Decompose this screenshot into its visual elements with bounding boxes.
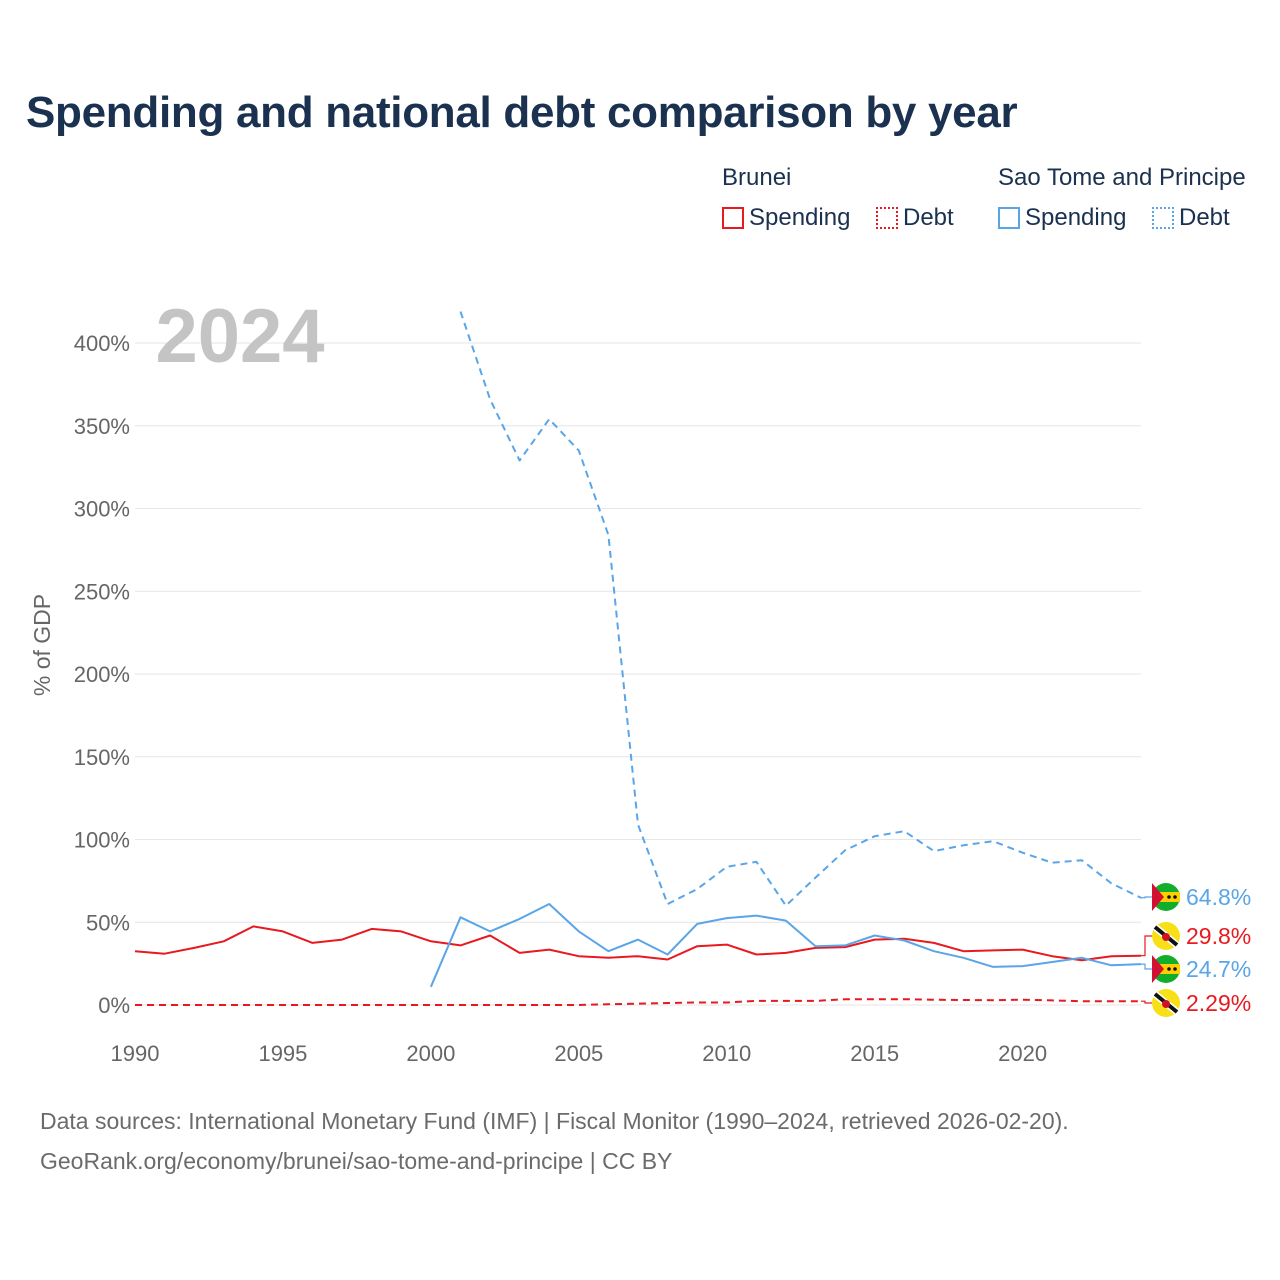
legend-label: Debt — [1179, 204, 1230, 231]
brunei-flag-icon — [1152, 989, 1180, 1017]
legend-stp-title: Sao Tome and Principe — [998, 164, 1246, 191]
legend-swatch-dotted — [876, 207, 898, 229]
series-line-3 — [459, 311, 1142, 907]
sao-tome-flag-icon — [1152, 883, 1180, 911]
x-axis: 1990 1995 2000 2005 2010 2015 2020 — [111, 1041, 1048, 1066]
y-tick-label: 250% — [74, 579, 130, 604]
end-connector — [1141, 1000, 1152, 1004]
y-axis-label: % of GDP — [29, 594, 55, 696]
end-connector — [1141, 935, 1152, 957]
legend-stp-spending[interactable]: Spending — [998, 204, 1126, 232]
y-tick-label: 150% — [74, 745, 130, 770]
brunei-flag-icon — [1152, 922, 1180, 950]
series-lines — [134, 311, 1142, 1006]
y-tick-label: 100% — [74, 828, 130, 853]
y-axis: 0% 50% 100% 150% 200% 250% 300% 350% 400% — [74, 331, 130, 1018]
legend-brunei-title: Brunei — [722, 164, 792, 191]
grid — [135, 342, 1141, 1006]
end-value-label: 24.7% — [1186, 956, 1251, 982]
x-tick-label: 1990 — [111, 1041, 160, 1066]
y-tick-label: 300% — [74, 497, 130, 522]
y-tick-label: 0% — [98, 993, 130, 1018]
end-connector — [1141, 963, 1152, 970]
end-markers: 29.8% 2.29% 24.7% 64.8% — [1141, 883, 1251, 1017]
series-line-1 — [135, 998, 1141, 1006]
x-tick-label: 1995 — [258, 1041, 307, 1066]
y-tick-label: 400% — [74, 331, 130, 356]
legend-brunei-debt[interactable]: Debt — [876, 204, 954, 232]
legend-label: Debt — [903, 204, 954, 231]
legend-label: Spending — [1025, 204, 1127, 231]
legend-stp-debt[interactable]: Debt — [1152, 204, 1230, 232]
series-line-2 — [429, 903, 1142, 988]
year-overlay: 2024 — [155, 294, 324, 379]
sao-tome-flag-icon — [1152, 955, 1180, 983]
legend-swatch-solid — [998, 207, 1020, 229]
x-tick-label: 2000 — [406, 1041, 455, 1066]
y-tick-label: 200% — [74, 662, 130, 687]
chart-title: Spending and national debt comparison by… — [26, 88, 1018, 137]
footer-sources: Data sources: International Monetary Fun… — [40, 1108, 1069, 1134]
y-tick-label: 350% — [74, 414, 130, 439]
end-connector — [1141, 896, 1152, 899]
legend-label: Spending — [749, 204, 851, 231]
legend-swatch-dotted — [1152, 207, 1174, 229]
end-value-label: 29.8% — [1186, 923, 1251, 949]
x-tick-label: 2015 — [850, 1041, 899, 1066]
legend-swatch-solid — [722, 207, 744, 229]
legend-brunei-spending[interactable]: Spending — [722, 204, 850, 232]
end-value-label: 64.8% — [1186, 884, 1251, 910]
series-line-0 — [134, 925, 1142, 962]
x-tick-label: 2020 — [998, 1041, 1047, 1066]
end-value-label: 2.29% — [1186, 990, 1251, 1016]
footer-credit: GeoRank.org/economy/brunei/sao-tome-and-… — [40, 1148, 673, 1174]
y-tick-label: 50% — [86, 910, 130, 935]
x-tick-label: 2010 — [702, 1041, 751, 1066]
x-tick-label: 2005 — [554, 1041, 603, 1066]
